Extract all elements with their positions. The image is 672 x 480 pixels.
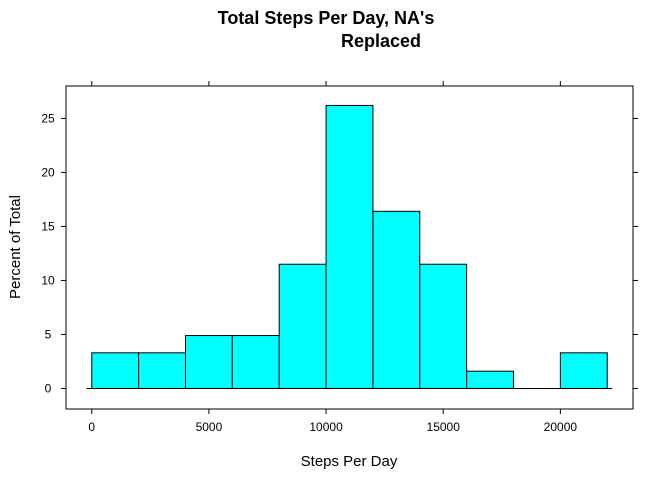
bars-layer bbox=[91, 104, 608, 389]
x-tick-label-1: 5000 bbox=[196, 420, 223, 434]
histogram-bar-3 bbox=[231, 335, 280, 389]
histogram-bar-6 bbox=[372, 210, 421, 389]
y-tick-label-5: 25 bbox=[41, 111, 55, 125]
x-tick-label-3: 15000 bbox=[427, 420, 461, 434]
x-axis-label: Steps Per Day bbox=[301, 453, 398, 470]
y-tick-label-2: 10 bbox=[41, 273, 55, 287]
plot-frame bbox=[65, 85, 634, 410]
y-tick-label-0: 0 bbox=[45, 381, 52, 395]
histogram-bar-1 bbox=[138, 352, 186, 389]
x-tick-label-2: 10000 bbox=[309, 420, 343, 434]
y-tick-label-4: 20 bbox=[41, 165, 55, 179]
histogram-bar-8 bbox=[466, 370, 515, 389]
histogram-bar-2 bbox=[184, 335, 233, 389]
histogram-bar-0 bbox=[91, 352, 140, 389]
x-axis-ticks: 0 5000 10000 15000 20000 bbox=[88, 81, 577, 434]
histogram-bar-7 bbox=[419, 263, 468, 389]
x-tick-label-4: 20000 bbox=[544, 420, 578, 434]
chart-title-line-1: Total Steps Per Day, NA's bbox=[218, 8, 435, 28]
histogram-bar-10 bbox=[559, 352, 608, 389]
y-tick-label-1: 5 bbox=[45, 327, 52, 341]
y-tick-label-3: 15 bbox=[41, 219, 55, 233]
histogram-bar-4 bbox=[278, 263, 327, 389]
y-axis-ticks: 0 5 10 15 20 25 bbox=[41, 111, 638, 395]
x-tick-label-0: 0 bbox=[88, 420, 95, 434]
histogram-bar-5 bbox=[325, 104, 374, 389]
y-axis-label: Percent of Total bbox=[7, 195, 24, 299]
chart-title-line-2: Replaced bbox=[341, 31, 421, 51]
